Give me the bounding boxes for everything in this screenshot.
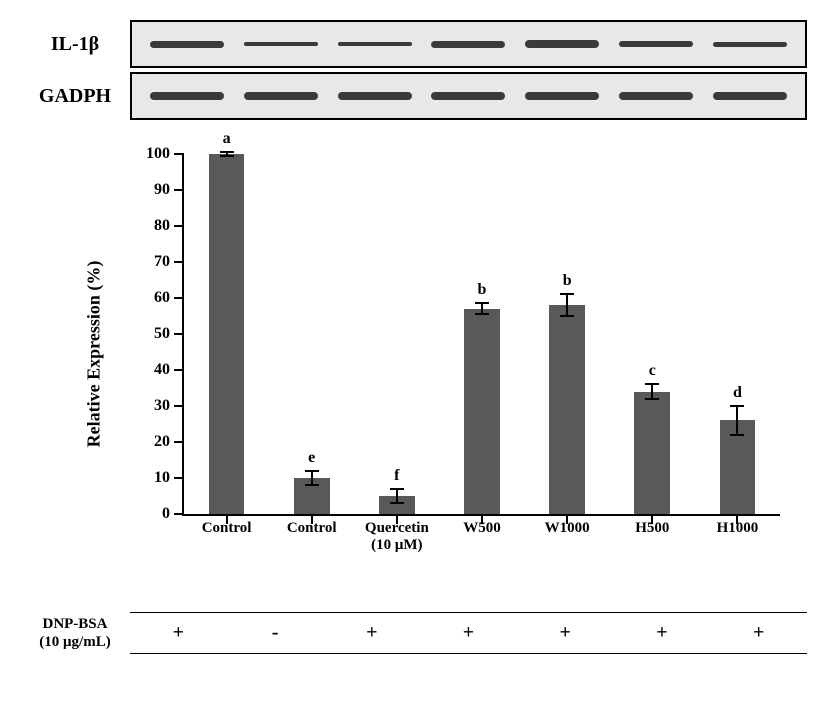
error-cap — [560, 293, 574, 295]
error-cap — [390, 502, 404, 504]
error-cap — [220, 151, 234, 153]
y-tick — [174, 369, 184, 371]
error-bar — [396, 489, 398, 503]
gel-band — [150, 41, 224, 48]
dnp-bsa-values: + - + + + + + — [130, 612, 807, 654]
figure-root: IL-1βGADPH Relative Expression (%) 01020… — [20, 20, 807, 654]
y-tick — [174, 153, 184, 155]
y-tick-label: 30 — [154, 397, 170, 415]
error-bar — [311, 471, 313, 485]
y-tick-label: 90 — [154, 181, 170, 199]
x-category-label: Control — [287, 520, 337, 537]
gel-band — [338, 92, 412, 100]
bar — [634, 392, 670, 514]
y-tick — [174, 225, 184, 227]
y-tick-label: 20 — [154, 433, 170, 451]
y-tick-label: 80 — [154, 217, 170, 235]
gel-band — [525, 40, 599, 48]
gel-row: IL-1β — [20, 20, 807, 68]
x-category-label: Quercetin(10 μM) — [365, 520, 429, 555]
error-cap — [475, 302, 489, 304]
error-bar — [566, 294, 568, 316]
gel-band — [619, 92, 693, 100]
gel-panel — [130, 20, 807, 68]
x-category-label: W500 — [463, 520, 501, 537]
y-tick-label: 60 — [154, 289, 170, 307]
error-cap — [390, 488, 404, 490]
dnp-bsa-value: + — [560, 622, 571, 645]
gel-band — [244, 92, 318, 100]
dnp-bsa-value: + — [173, 622, 184, 645]
gel-band — [713, 42, 787, 47]
gel-band — [150, 92, 224, 100]
error-cap — [305, 484, 319, 486]
y-tick-label: 0 — [162, 505, 170, 523]
error-cap — [730, 405, 744, 407]
bar-chart-frame: Relative Expression (%) 0102030405060708… — [130, 144, 790, 564]
significance-label: b — [478, 281, 487, 299]
error-cap — [730, 434, 744, 436]
error-cap — [475, 313, 489, 315]
significance-label: e — [308, 449, 315, 467]
gel-band — [244, 42, 318, 46]
error-bar — [736, 406, 738, 435]
dnp-bsa-value: + — [463, 622, 474, 645]
y-tick-label: 10 — [154, 469, 170, 487]
error-cap — [305, 470, 319, 472]
dnp-bsa-value: + — [656, 622, 667, 645]
dnp-bsa-label-line1: DNP-BSA — [42, 616, 107, 632]
bar — [464, 309, 500, 514]
dnp-bsa-value: - — [272, 622, 279, 645]
error-cap — [645, 383, 659, 385]
dnp-bsa-label: DNP-BSA (10 μg/mL) — [20, 615, 130, 651]
bar — [209, 154, 245, 514]
y-tick-label: 70 — [154, 253, 170, 271]
gel-row: GADPH — [20, 72, 807, 120]
error-cap — [220, 155, 234, 157]
gel-row-label: GADPH — [20, 85, 130, 108]
gel-band — [713, 92, 787, 100]
y-tick — [174, 405, 184, 407]
significance-label: a — [223, 130, 231, 148]
error-cap — [645, 398, 659, 400]
y-tick-label: 100 — [146, 145, 170, 163]
significance-label: d — [733, 384, 742, 402]
plot-area: 0102030405060708090100aControleControlfQ… — [182, 154, 780, 516]
gel-row-label: IL-1β — [20, 33, 130, 56]
significance-label: c — [649, 362, 656, 380]
dnp-bsa-label-line2: (10 μg/mL) — [39, 634, 110, 650]
gel-band — [431, 92, 505, 100]
error-cap — [560, 315, 574, 317]
y-tick — [174, 297, 184, 299]
x-category-label: W1000 — [545, 520, 590, 537]
gel-band — [525, 92, 599, 100]
bar — [549, 305, 585, 514]
y-tick — [174, 333, 184, 335]
y-axis-title: Relative Expression (%) — [84, 261, 105, 448]
gel-band — [431, 41, 505, 48]
y-tick — [174, 189, 184, 191]
y-tick-label: 50 — [154, 325, 170, 343]
y-tick — [174, 441, 184, 443]
y-tick — [174, 513, 184, 515]
bar-chart-block: Relative Expression (%) 0102030405060708… — [20, 144, 807, 564]
x-category-label: H500 — [635, 520, 669, 537]
significance-label: f — [394, 467, 399, 485]
significance-label: b — [563, 272, 572, 290]
y-tick-label: 40 — [154, 361, 170, 379]
x-category-label: Control — [202, 520, 252, 537]
dnp-bsa-value: + — [753, 622, 764, 645]
gel-panel — [130, 72, 807, 120]
dnp-bsa-value: + — [366, 622, 377, 645]
y-tick — [174, 477, 184, 479]
gel-band — [619, 41, 693, 47]
y-tick — [174, 261, 184, 263]
dnp-bsa-row: DNP-BSA (10 μg/mL) + - + + + + + — [20, 612, 807, 654]
x-category-label: H1000 — [717, 520, 759, 537]
error-bar — [651, 384, 653, 398]
gel-band — [338, 42, 412, 46]
gel-panels: IL-1β GADPH — [20, 20, 807, 120]
